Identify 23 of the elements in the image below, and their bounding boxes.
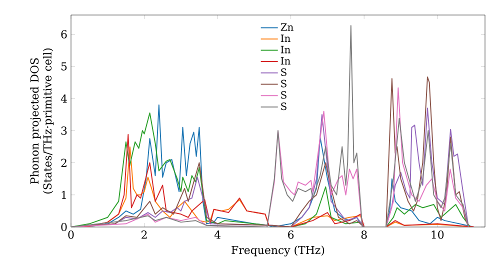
y-tick-label: 2 xyxy=(61,158,66,167)
y-tick-label: 3 xyxy=(61,126,67,135)
x-tick-label: 0 xyxy=(68,230,74,239)
x-tick-label: 2 xyxy=(142,230,147,239)
y-tick-label: 1 xyxy=(62,190,66,199)
y-tick-label: 6 xyxy=(61,30,67,38)
legend-label: In xyxy=(280,57,290,64)
legend-label: Zn xyxy=(280,23,294,31)
legend-label: S xyxy=(281,68,286,76)
legend-label: In xyxy=(280,34,290,42)
y-tick-label: 0 xyxy=(61,222,67,232)
legend-label: S xyxy=(281,80,286,88)
y-axis-title: Phonon projected DOS (States/THz·primitive cell) xyxy=(30,48,54,194)
y-tick-label: 4 xyxy=(60,94,67,103)
legend-label: S xyxy=(281,91,286,99)
x-tick-label: 6 xyxy=(288,230,294,239)
legend-label: In xyxy=(280,46,290,54)
y-tick-label: 5 xyxy=(61,62,67,70)
x-tick-label: 10 xyxy=(432,230,444,239)
legend-label: S xyxy=(281,102,286,110)
x-axis-title: Frequency (THz) xyxy=(232,246,324,256)
x-tick-label: 4 xyxy=(214,230,220,239)
x-tick-label: 8 xyxy=(361,230,367,239)
